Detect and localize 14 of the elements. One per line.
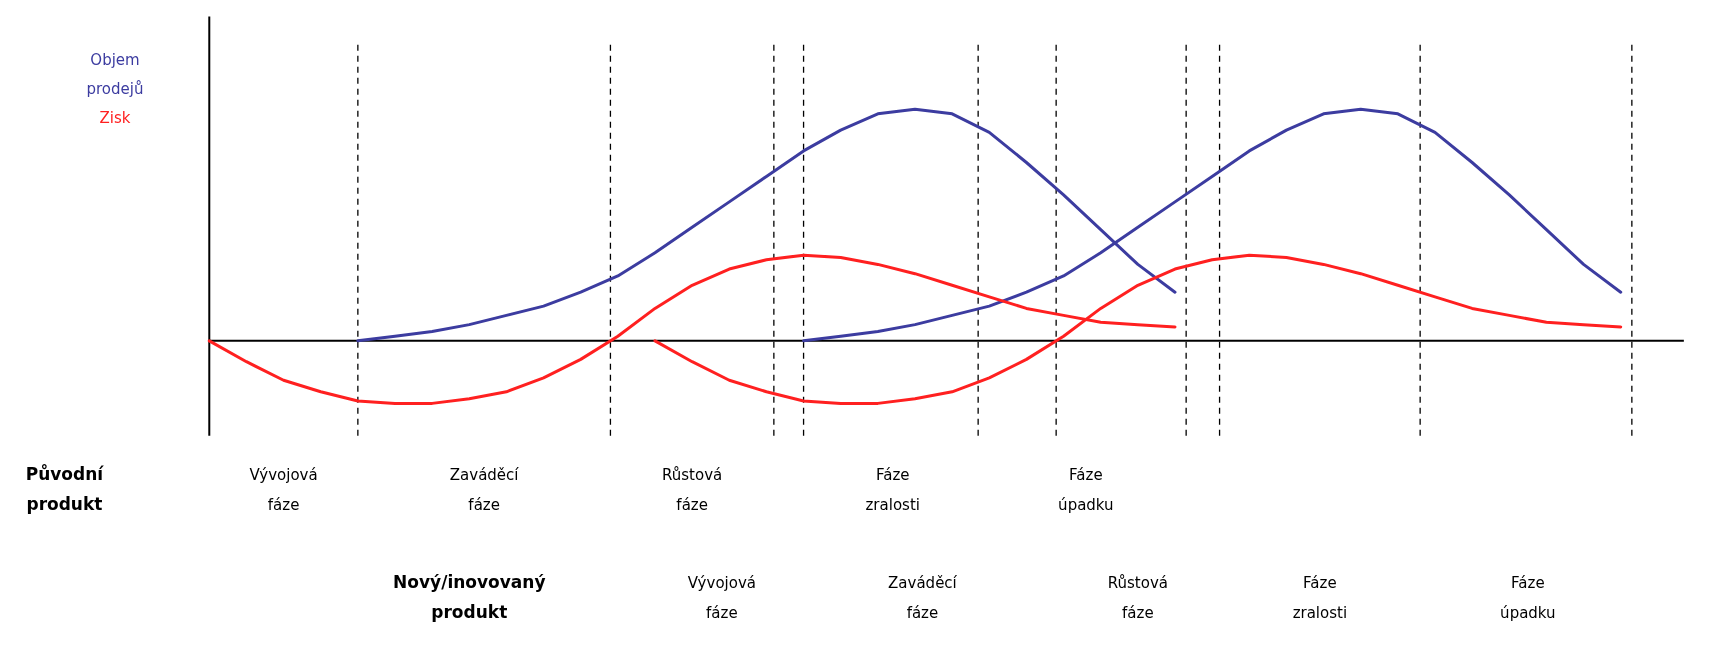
text: Nový/inovovaný produkt <box>393 572 546 622</box>
text: Původní produkt <box>25 463 105 514</box>
text: Fáze zralosti <box>865 466 920 514</box>
text: Zisk <box>99 109 131 127</box>
text: Zaváděcí fáze <box>888 574 958 622</box>
text: Vývojová fáze <box>687 574 756 622</box>
text: Vývojová fáze <box>249 466 318 514</box>
text: Objem prodejů <box>86 51 144 98</box>
text: Růstová fáze <box>662 466 723 514</box>
text: Fáze zralosti <box>1292 574 1348 622</box>
text: Růstová fáze <box>1107 574 1168 622</box>
text: Fáze úpadku <box>1500 574 1556 622</box>
text: Zaváděcí fáze <box>449 466 520 514</box>
text: Fáze úpadku <box>1058 466 1114 514</box>
